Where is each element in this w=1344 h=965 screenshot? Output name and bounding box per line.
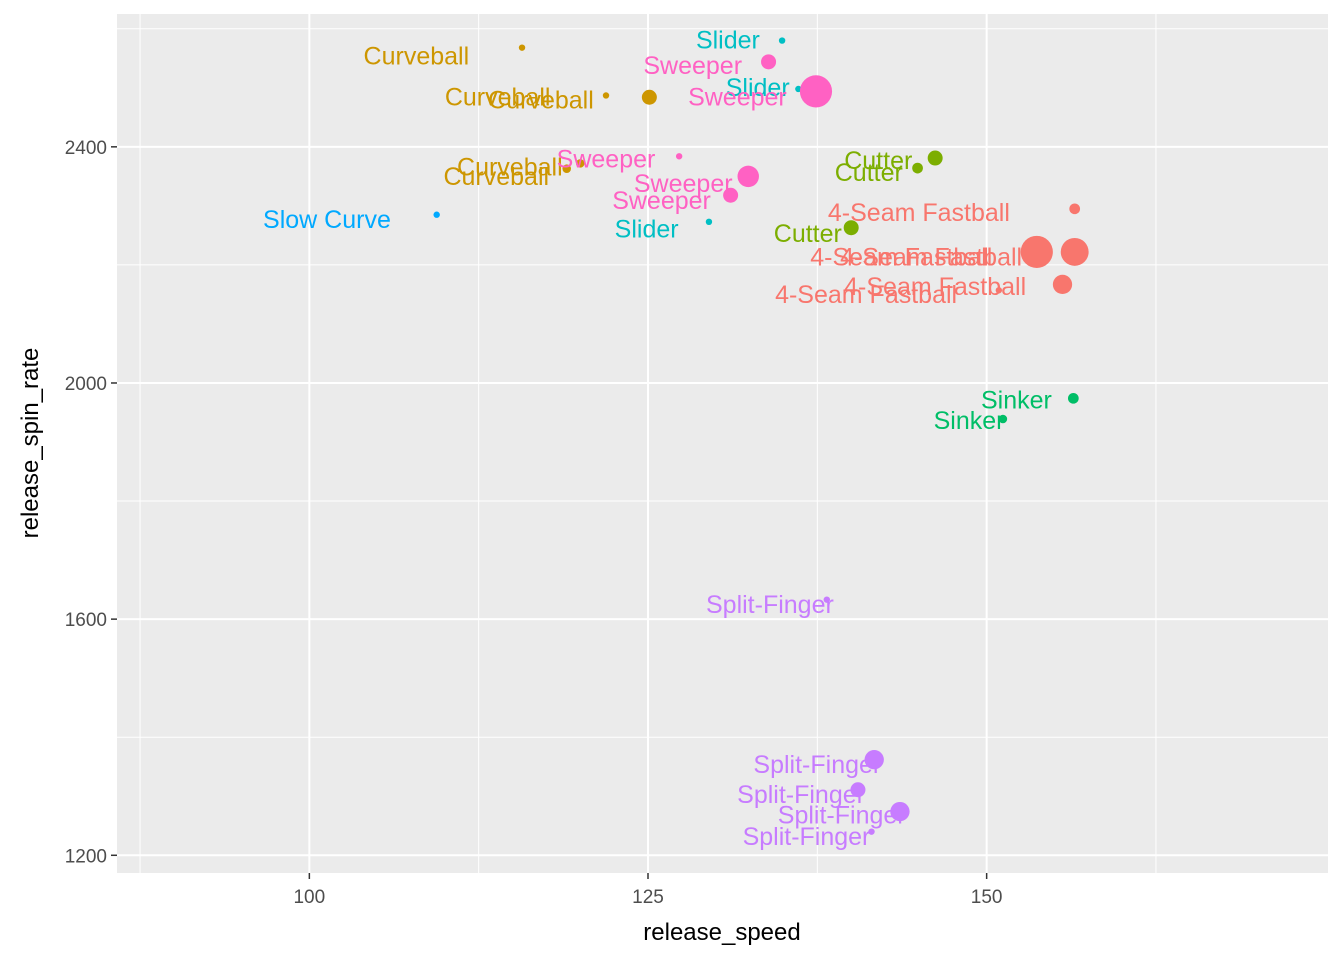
point-label: Sweeper <box>557 146 656 174</box>
data-point <box>761 54 777 70</box>
data-point <box>1069 203 1081 215</box>
data-point <box>1067 392 1079 404</box>
data-point <box>562 164 571 173</box>
point-label: Sweeper <box>634 170 733 198</box>
y-axis-title: release_spin_rate <box>17 348 44 539</box>
data-point <box>1052 274 1073 295</box>
data-point <box>998 414 1008 424</box>
point-label: 4-Seam Fastball <box>775 281 957 309</box>
point-label: Slow Curve <box>263 206 391 234</box>
data-point <box>927 150 943 166</box>
point-label: Split-Finger <box>753 751 881 779</box>
x-axis: 100 125 150 <box>293 873 1002 908</box>
data-point <box>995 287 1003 294</box>
data-point <box>602 92 610 99</box>
point-label: Split-Finger <box>778 802 906 830</box>
data-point <box>890 801 910 822</box>
point-label: Cutter <box>774 220 842 248</box>
point-label: Curveball <box>445 84 551 112</box>
point-label: Sweeper <box>612 187 711 215</box>
point-label: 4-Seam Fastball <box>828 199 1010 227</box>
point-label: Split-Finger <box>706 591 834 619</box>
point-label: Cutter <box>835 159 903 187</box>
data-point <box>1020 235 1053 269</box>
data-point <box>823 596 831 603</box>
y-tick-label: 1200 <box>65 846 107 867</box>
y-tick-label: 1600 <box>65 610 107 631</box>
point-label: Slider <box>696 26 760 54</box>
panel-background <box>117 14 1328 873</box>
data-point <box>843 220 859 236</box>
data-point <box>778 37 786 44</box>
point-label: 4-Seam Fastball <box>844 273 1026 301</box>
point-label: Curveball <box>364 42 470 70</box>
data-point <box>518 44 526 51</box>
point-label: Split-Finger <box>743 823 871 851</box>
grid-minor <box>117 14 1328 873</box>
data-point <box>705 218 713 226</box>
point-label: 4-Seam Fastball <box>840 244 1022 272</box>
data-point <box>675 153 683 160</box>
data-point <box>433 211 440 218</box>
point-label: Sinker <box>934 407 1005 435</box>
data-point <box>868 828 875 835</box>
y-tick-label: 2000 <box>65 374 107 395</box>
data-point <box>1060 237 1089 266</box>
point-label: Sweeper <box>688 84 787 112</box>
data-point <box>737 165 759 188</box>
point-label: Slider <box>726 74 790 102</box>
data-point <box>641 89 657 105</box>
point-label: Curveball <box>488 87 594 115</box>
data-point <box>864 749 884 770</box>
point-label: Curveball <box>443 163 549 191</box>
y-axis: 1200 1600 2000 2400 <box>65 138 117 867</box>
data-point <box>850 782 866 798</box>
data-point <box>912 162 923 174</box>
x-axis-title: release_speed <box>643 919 800 946</box>
x-tick-label: 150 <box>971 887 1003 908</box>
points-layer <box>433 37 1089 835</box>
x-tick-label: 125 <box>632 887 664 908</box>
grid-major <box>117 14 1328 873</box>
point-label: Cutter <box>844 147 912 175</box>
point-label: Sinker <box>981 387 1052 415</box>
y-tick-label: 2400 <box>65 138 107 159</box>
data-point <box>799 75 833 108</box>
data-point <box>575 159 585 168</box>
point-label: 4-Seam Fastball <box>810 244 992 272</box>
point-label: Split-Finger <box>737 781 865 809</box>
point-label: Curveball <box>457 153 563 181</box>
point-label: Sweeper <box>643 52 742 80</box>
data-point <box>723 187 739 203</box>
point-label: Slider <box>615 215 679 243</box>
labels-layer: CurveballCurveballCurveballCurveballCurv… <box>263 26 1052 850</box>
x-tick-label: 100 <box>293 887 325 908</box>
